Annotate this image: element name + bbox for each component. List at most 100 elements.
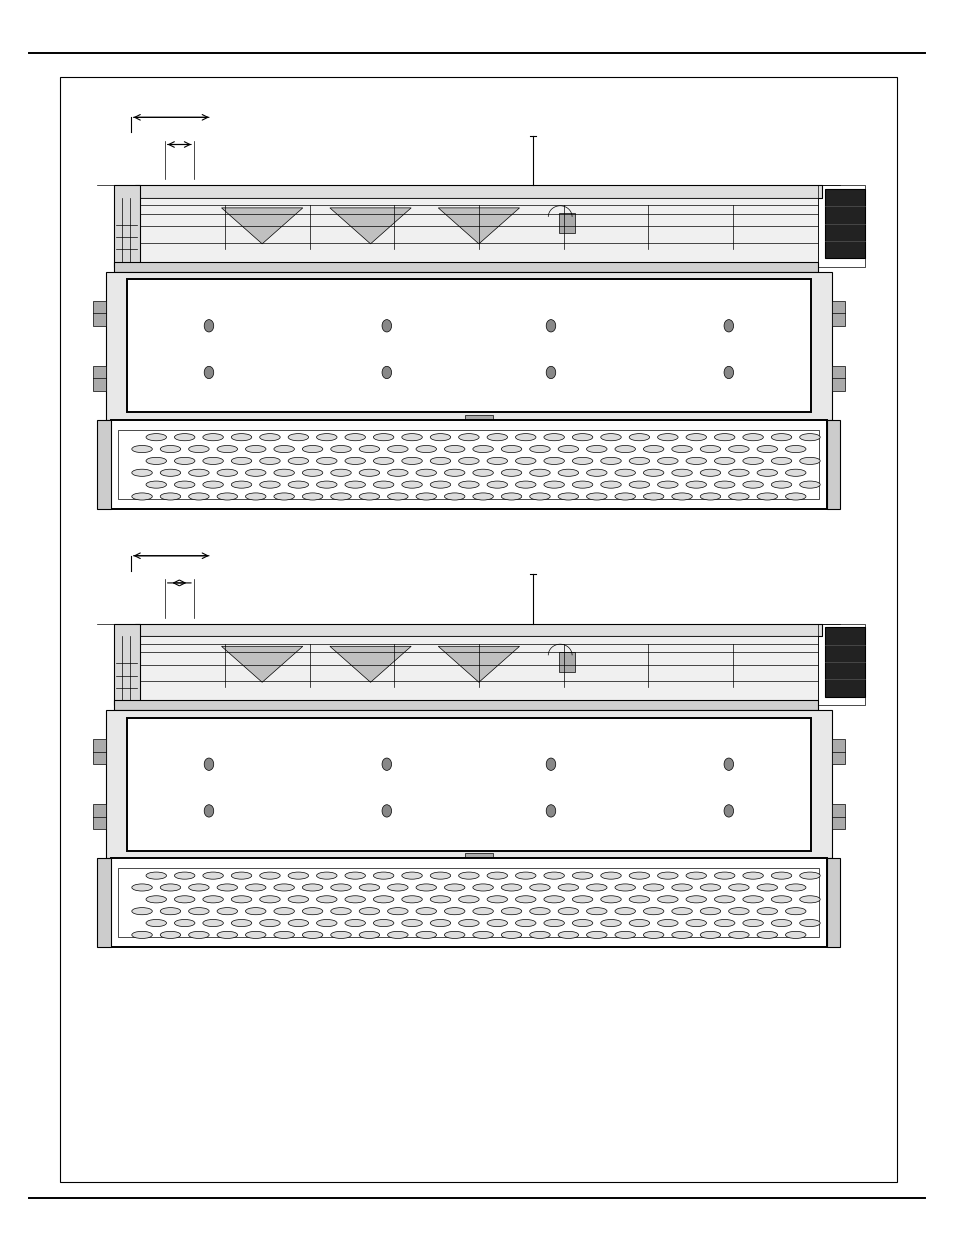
Ellipse shape [558,446,578,452]
Circle shape [204,367,213,379]
Ellipse shape [387,931,408,939]
Ellipse shape [685,872,706,879]
Bar [92,740,106,764]
Circle shape [381,805,391,818]
Ellipse shape [685,457,706,464]
Ellipse shape [302,931,322,939]
Ellipse shape [302,493,322,500]
Ellipse shape [572,895,592,903]
Ellipse shape [245,469,266,477]
Ellipse shape [728,493,748,500]
Ellipse shape [458,433,478,441]
Ellipse shape [543,457,564,464]
Ellipse shape [444,493,464,500]
Ellipse shape [373,457,394,464]
Ellipse shape [543,482,564,488]
Ellipse shape [345,457,365,464]
Ellipse shape [401,920,422,926]
Ellipse shape [685,433,706,441]
Ellipse shape [586,469,606,477]
Bar [113,624,140,705]
Ellipse shape [146,872,167,879]
Ellipse shape [203,895,223,903]
Ellipse shape [685,920,706,926]
Circle shape [204,758,213,771]
Bar [118,868,819,937]
Ellipse shape [572,872,592,879]
Ellipse shape [714,482,734,488]
Ellipse shape [302,908,322,915]
Ellipse shape [487,920,507,926]
Ellipse shape [217,469,237,477]
Ellipse shape [245,908,266,915]
Ellipse shape [700,469,720,477]
Ellipse shape [757,469,777,477]
Ellipse shape [387,884,408,890]
Ellipse shape [373,895,394,903]
Ellipse shape [742,920,762,926]
Ellipse shape [714,433,734,441]
Ellipse shape [444,884,464,890]
Ellipse shape [543,895,564,903]
Ellipse shape [473,446,493,452]
Ellipse shape [558,469,578,477]
Ellipse shape [642,469,663,477]
Circle shape [723,367,733,379]
Ellipse shape [345,920,365,926]
Ellipse shape [132,931,152,939]
Bar [92,366,106,390]
Ellipse shape [359,446,379,452]
Ellipse shape [657,457,678,464]
Ellipse shape [217,931,237,939]
Ellipse shape [784,908,805,915]
Circle shape [546,758,556,771]
Bar [111,858,826,947]
Bar [558,652,574,672]
Ellipse shape [288,920,308,926]
Ellipse shape [600,433,620,441]
Ellipse shape [430,920,450,926]
Ellipse shape [473,908,493,915]
Ellipse shape [515,895,536,903]
Ellipse shape [671,931,692,939]
Ellipse shape [615,493,635,500]
Ellipse shape [444,908,464,915]
Ellipse shape [742,433,762,441]
Ellipse shape [799,433,820,441]
Ellipse shape [331,931,351,939]
Bar [113,185,140,267]
Bar [558,214,574,233]
Ellipse shape [359,469,379,477]
Bar [135,624,821,636]
Ellipse shape [146,920,167,926]
Ellipse shape [359,884,379,890]
Ellipse shape [657,433,678,441]
Ellipse shape [529,931,550,939]
Ellipse shape [458,895,478,903]
Bar [97,858,111,947]
Ellipse shape [572,482,592,488]
Ellipse shape [373,872,394,879]
Ellipse shape [274,884,294,890]
Ellipse shape [685,482,706,488]
Ellipse shape [586,446,606,452]
Ellipse shape [174,872,194,879]
Ellipse shape [217,908,237,915]
Ellipse shape [685,895,706,903]
Ellipse shape [373,482,394,488]
Ellipse shape [473,493,493,500]
Ellipse shape [345,872,365,879]
Ellipse shape [558,931,578,939]
Ellipse shape [714,920,734,926]
Ellipse shape [401,457,422,464]
Ellipse shape [387,446,408,452]
Ellipse shape [529,446,550,452]
Ellipse shape [444,446,464,452]
Bar [60,77,896,1182]
Ellipse shape [231,433,252,441]
Circle shape [546,367,556,379]
Ellipse shape [387,908,408,915]
Ellipse shape [245,931,266,939]
Ellipse shape [700,931,720,939]
Ellipse shape [416,493,436,500]
